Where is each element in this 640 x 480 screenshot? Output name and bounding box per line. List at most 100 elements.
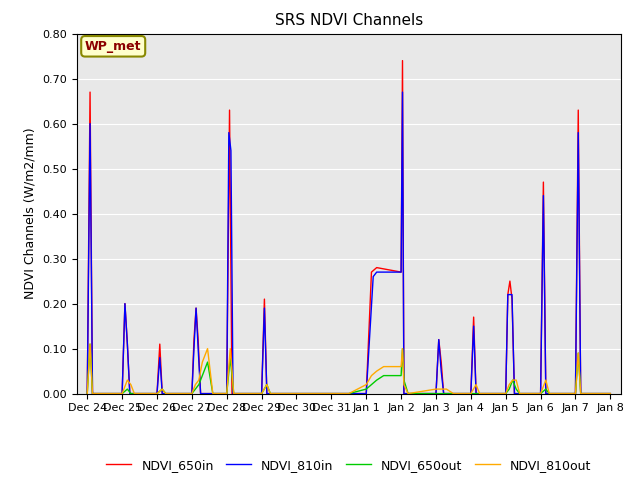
NDVI_650out bbox=[607, 391, 614, 396]
NDVI_650in bbox=[156, 341, 164, 347]
NDVI_650out bbox=[516, 391, 524, 396]
NDVI_650in bbox=[86, 89, 94, 95]
NDVI_650in bbox=[158, 391, 166, 396]
NDVI_650out bbox=[153, 391, 161, 396]
NDVI_650out bbox=[118, 391, 126, 396]
NDVI_810in bbox=[399, 89, 406, 95]
NDVI_650out bbox=[86, 341, 94, 347]
NDVI_650out bbox=[89, 391, 97, 396]
NDVI_650in bbox=[467, 391, 475, 396]
NDVI_650in bbox=[118, 391, 126, 396]
NDVI_650out bbox=[204, 359, 211, 365]
NDVI_650in bbox=[540, 179, 547, 185]
NDVI_650in bbox=[575, 107, 582, 113]
NDVI_650out bbox=[509, 377, 516, 383]
NDVI_650out bbox=[577, 391, 584, 396]
NDVI_650out bbox=[227, 355, 234, 360]
NDVI_650in bbox=[258, 391, 266, 396]
NDVI_810in bbox=[437, 368, 445, 374]
NDVI_650out bbox=[328, 391, 335, 396]
NDVI_650in bbox=[153, 391, 161, 396]
NDVI_650out bbox=[449, 391, 457, 396]
NDVI_650out bbox=[373, 377, 381, 383]
NDVI_650in bbox=[124, 341, 131, 347]
NDVI_810in bbox=[577, 391, 584, 396]
NDVI_650in bbox=[373, 264, 381, 270]
NDVI_650out bbox=[400, 377, 408, 383]
NDVI_650in bbox=[508, 296, 516, 302]
NDVI_650out bbox=[158, 386, 166, 392]
NDVI_650out bbox=[537, 391, 545, 396]
NDVI_650in bbox=[345, 391, 353, 396]
NDVI_650in bbox=[223, 391, 230, 396]
NDVI_810in bbox=[83, 391, 91, 396]
NDVI_650out bbox=[292, 391, 300, 396]
NDVI_650in bbox=[472, 391, 480, 396]
NDVI_650in bbox=[263, 391, 271, 396]
NDVI_650out bbox=[209, 391, 216, 396]
NDVI_650out bbox=[397, 372, 405, 378]
NDVI_650in bbox=[440, 391, 447, 396]
NDVI_650out bbox=[404, 391, 412, 396]
NDVI_650out bbox=[467, 391, 475, 396]
NDVI_810out bbox=[83, 391, 91, 396]
NDVI_650out bbox=[502, 391, 509, 396]
NDVI_650out bbox=[367, 382, 375, 387]
NDVI_650in bbox=[89, 391, 97, 396]
NDVI_650in bbox=[504, 292, 511, 298]
NDVI_650in bbox=[502, 391, 509, 396]
NDVI_650out bbox=[345, 391, 353, 396]
NDVI_650in bbox=[292, 391, 300, 396]
NDVI_650in bbox=[188, 391, 196, 396]
NDVI_650in bbox=[367, 269, 375, 275]
NDVI_650out bbox=[432, 391, 440, 396]
NDVI_650in bbox=[196, 391, 204, 396]
NDVI_650out bbox=[124, 386, 131, 392]
NDVI_650in bbox=[537, 391, 545, 396]
NDVI_810out bbox=[258, 391, 266, 396]
NDVI_650in bbox=[190, 336, 198, 342]
NDVI_650out bbox=[195, 382, 203, 387]
NDVI_650in bbox=[362, 391, 370, 396]
NDVI_650in bbox=[511, 391, 518, 396]
NDVI_650in bbox=[226, 107, 234, 113]
Legend: NDVI_650in, NDVI_810in, NDVI_650out, NDVI_810out: NDVI_650in, NDVI_810in, NDVI_650out, NDV… bbox=[101, 454, 596, 477]
NDVI_810out bbox=[607, 391, 614, 396]
NDVI_810out bbox=[432, 386, 440, 392]
NDVI_650in bbox=[470, 314, 477, 320]
NDVI_650out bbox=[263, 382, 271, 387]
NDVI_650out bbox=[575, 350, 582, 356]
Text: WP_met: WP_met bbox=[85, 40, 141, 53]
NDVI_810in bbox=[607, 391, 614, 396]
NDVI_650out bbox=[223, 391, 230, 396]
Line: NDVI_650in: NDVI_650in bbox=[87, 60, 611, 394]
NDVI_810in bbox=[223, 391, 230, 396]
NDVI_650in bbox=[577, 391, 584, 396]
NDVI_810out bbox=[400, 382, 408, 387]
NDVI_650in bbox=[83, 391, 91, 396]
NDVI_650out bbox=[83, 391, 91, 396]
NDVI_650in bbox=[228, 391, 236, 396]
NDVI_650in bbox=[195, 336, 202, 342]
NDVI_650out bbox=[266, 391, 274, 396]
NDVI_810out bbox=[86, 341, 94, 347]
Y-axis label: NDVI Channels (W/m2/mm): NDVI Channels (W/m2/mm) bbox=[24, 128, 36, 300]
NDVI_650out bbox=[572, 391, 579, 396]
NDVI_650out bbox=[162, 391, 170, 396]
NDVI_650in bbox=[260, 296, 268, 302]
NDVI_650in bbox=[572, 391, 579, 396]
NDVI_650in bbox=[542, 391, 550, 396]
NDVI_810in bbox=[225, 130, 233, 135]
NDVI_650out bbox=[399, 346, 406, 351]
NDVI_650out bbox=[484, 391, 492, 396]
NDVI_650in bbox=[432, 391, 440, 396]
NDVI_810out bbox=[345, 391, 353, 396]
NDVI_650out bbox=[513, 386, 520, 392]
Title: SRS NDVI Channels: SRS NDVI Channels bbox=[275, 13, 423, 28]
NDVI_650out bbox=[188, 391, 196, 396]
NDVI_810out bbox=[572, 391, 579, 396]
NDVI_650in bbox=[397, 269, 405, 275]
NDVI_650out bbox=[230, 391, 237, 396]
NDVI_650in bbox=[310, 391, 318, 396]
NDVI_650out bbox=[545, 391, 553, 396]
